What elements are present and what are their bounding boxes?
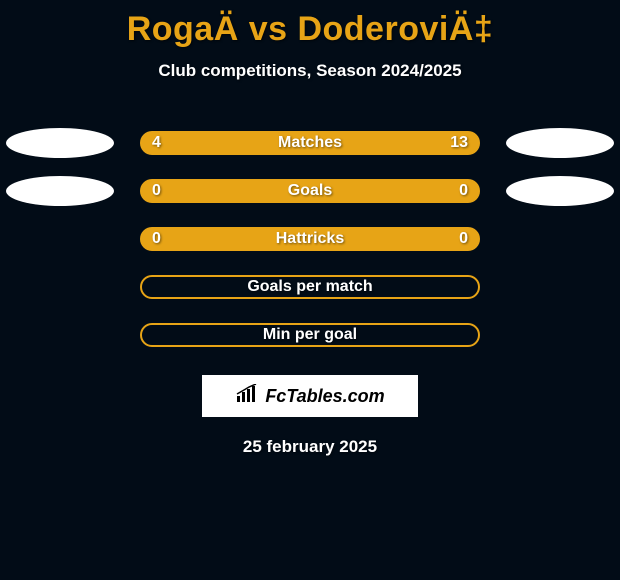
stat-label: Min per goal [263,326,357,344]
stat-row: Min per goal [0,323,620,347]
chart-icon [235,384,261,409]
subtitle: Club competitions, Season 2024/2025 [0,61,620,81]
stat-bar: Min per goal [140,323,480,347]
site-logo: FcTables.com [202,375,418,417]
stat-value-left: 0 [152,182,161,200]
stat-value-right: 0 [459,230,468,248]
stat-bar: 0 Goals 0 [140,179,480,203]
logo-text: FcTables.com [265,386,384,407]
stat-value-left: 0 [152,230,161,248]
stat-row: 4 Matches 13 [0,131,620,155]
stat-value-right: 0 [459,182,468,200]
stat-bar: 0 Hattricks 0 [140,227,480,251]
stat-bar: Goals per match [140,275,480,299]
stat-row: 0 Goals 0 [0,179,620,203]
player-right-ellipse [506,176,614,206]
stat-row: Goals per match [0,275,620,299]
player-right-ellipse [506,128,614,158]
stat-label: Hattricks [276,230,344,248]
stat-value-left: 4 [152,134,161,152]
stat-label: Goals [288,182,332,200]
player-left-ellipse [6,128,114,158]
date-label: 25 february 2025 [0,437,620,457]
stat-value-right: 13 [450,134,468,152]
stat-bar: 4 Matches 13 [140,131,480,155]
stat-label: Goals per match [247,278,372,296]
player-left-ellipse [6,176,114,206]
stat-label: Matches [278,134,342,152]
stats-container: 4 Matches 13 0 Goals 0 0 Hattricks 0 Goals per ma… [0,131,620,347]
page-title: RogaÄ vs DoderoviÄ‡ [0,0,620,49]
stat-row: 0 Hattricks 0 [0,227,620,251]
